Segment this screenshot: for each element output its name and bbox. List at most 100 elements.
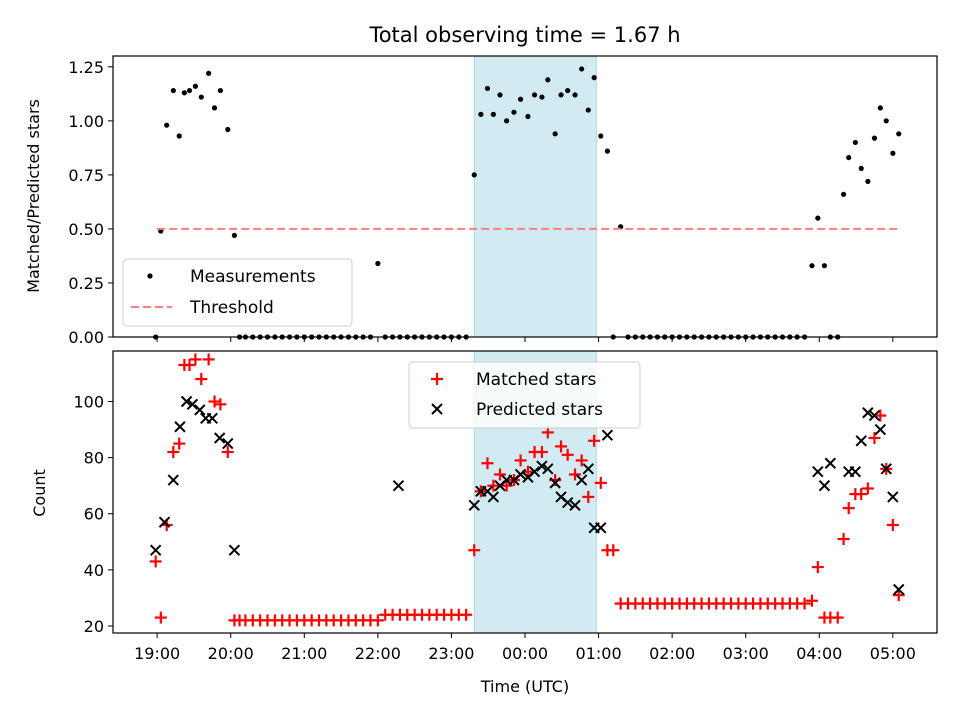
bottom-y-tick-label: 20 — [84, 617, 104, 636]
bottom-legend: Matched stars Predicted stars — [408, 361, 641, 429]
measurement-point — [181, 90, 187, 96]
measurement-point — [821, 263, 828, 269]
x-tick-label: 05:00 — [870, 644, 916, 663]
measurement-point — [490, 111, 496, 117]
predicted-star-stroke-b — [222, 437, 234, 450]
predicted-star-point — [174, 421, 186, 433]
matched-star-point — [149, 555, 162, 568]
predicted-star-point — [487, 491, 500, 503]
top-plot-area: 0.00 0.25 0.50 0.75 1.00 1.25 — [68, 55, 938, 347]
measurement-point — [815, 215, 821, 221]
matched-star-point — [183, 359, 196, 372]
matched-star-point — [561, 448, 574, 461]
predicted-star-point — [149, 544, 162, 556]
measurement-point — [517, 96, 524, 102]
bottom-panel: 20 40 60 80 100 19:00 20:00 21:00 22:00 23:00 00:0… — [30, 350, 938, 663]
measurement-point — [531, 92, 538, 98]
x-tick-label: 19:00 — [134, 644, 180, 663]
legend-matched-label: Matched stars — [476, 370, 596, 390]
matched-star-point — [886, 518, 899, 531]
predicted-star-stroke-b — [536, 460, 548, 472]
predicted-star-point — [194, 404, 206, 416]
predicted-star-point — [812, 465, 824, 478]
predicted-star-stroke-b — [206, 412, 219, 425]
predicted-star-stroke-b — [186, 398, 199, 411]
matched-star-point — [195, 373, 208, 386]
matched-star-point — [535, 446, 548, 459]
predicted-star-point — [228, 544, 241, 556]
predicted-star-stroke-b — [481, 485, 494, 498]
matched-star-point — [371, 614, 384, 627]
measurement-point — [565, 87, 571, 94]
measurement-point — [572, 92, 578, 98]
predicted-star-stroke-b — [601, 429, 614, 441]
measurement-point — [225, 126, 231, 133]
top-y-tick-label: 1.00 — [68, 112, 104, 131]
predicted-star-stroke-b — [194, 404, 206, 416]
measurement-point — [525, 113, 531, 120]
matched-star-point — [607, 544, 620, 557]
predicted-star-stroke-b — [818, 479, 831, 492]
predicted-star-stroke-b — [575, 474, 588, 486]
matched-star-point — [173, 437, 186, 450]
x-tick-label: 21:00 — [281, 644, 327, 663]
top-y-tick-label: 0.25 — [68, 274, 104, 293]
matched-star-point — [842, 502, 855, 515]
x-tick-label: 01:00 — [576, 644, 622, 663]
predicted-star-point — [849, 465, 862, 478]
measurement-point — [504, 118, 510, 124]
measurement-point — [539, 94, 545, 100]
predicted-star-stroke-b — [149, 544, 162, 556]
measurement-point — [558, 92, 564, 98]
matched-star-point — [831, 611, 844, 624]
x-tick-label: 03:00 — [723, 644, 769, 663]
matched-star-point — [798, 597, 811, 610]
measurement-point — [545, 77, 551, 83]
predicted-star-point — [528, 465, 541, 478]
legend-predicted-marker — [431, 403, 443, 415]
matched-star-point — [874, 409, 887, 422]
predicted-star-stroke-b — [158, 516, 171, 528]
top-y-tick-label: 0.50 — [68, 220, 104, 239]
predicted-star-point — [514, 468, 527, 481]
predicted-star-point — [575, 474, 588, 486]
x-tick-label: 02:00 — [649, 644, 695, 663]
predicted-star-point — [582, 463, 594, 475]
bottom-y-tick-label: 60 — [84, 505, 104, 524]
predicted-star-point — [549, 477, 561, 489]
matched-star-point — [189, 353, 202, 366]
chart-title: Total observing time = 1.67 h — [368, 23, 680, 47]
matched-star-point — [837, 533, 850, 545]
predicted-star-stroke-b — [392, 479, 405, 492]
predicted-star-point — [868, 409, 881, 422]
predicted-star-stroke-b — [582, 463, 594, 475]
top-y-axis-label: Matched/Predicted stars — [24, 99, 43, 293]
predicted-star-stroke-b — [595, 522, 607, 534]
predicted-star-stroke-b — [855, 435, 867, 447]
matched-star-point — [868, 431, 881, 444]
measurement-point — [809, 263, 815, 269]
bottom-y-tick-label: 80 — [84, 449, 104, 468]
measurement-point — [164, 122, 170, 128]
measurement-point — [217, 87, 224, 94]
predicted-star-stroke-b — [812, 465, 824, 478]
x-tick-label: 04:00 — [796, 644, 842, 663]
x-tick-label: 22:00 — [355, 644, 401, 663]
measurement-point — [579, 66, 585, 72]
measurement-point — [484, 85, 491, 92]
predicted-star-stroke-b — [180, 395, 193, 408]
top-legend: Measurements Threshold — [122, 258, 353, 327]
measurement-point — [604, 148, 611, 154]
predicted-star-point — [601, 429, 614, 441]
predicted-star-stroke-b — [569, 499, 581, 512]
predicted-star-stroke-b — [549, 477, 561, 489]
predicted-star-point — [893, 583, 905, 596]
x-tick-label: 23:00 — [428, 644, 474, 663]
matched-star-point — [460, 608, 473, 621]
predicted-star-stroke-b — [228, 544, 241, 556]
top-panel: 0.00 0.25 0.50 0.75 1.00 1.25 Matched/Predict… — [24, 55, 938, 347]
measurement-point — [375, 260, 381, 267]
predicted-star-stroke-b — [542, 463, 554, 475]
legend-measurements-label: Measurements — [190, 267, 316, 287]
measurement-point — [865, 178, 871, 184]
